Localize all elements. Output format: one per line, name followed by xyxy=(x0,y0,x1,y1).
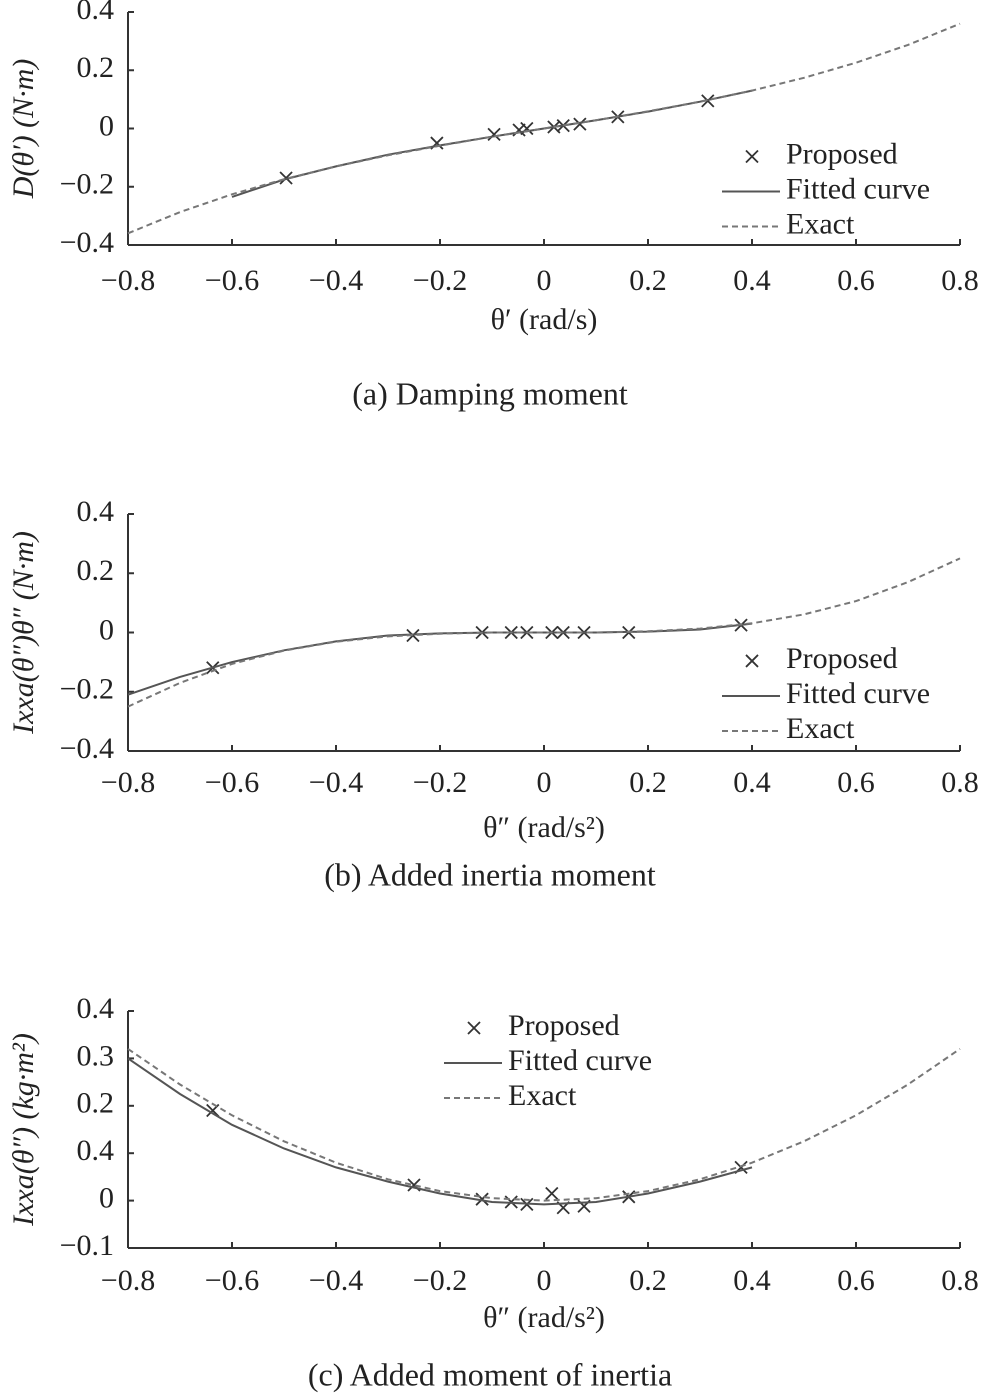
x-tick-label: 0.8 xyxy=(941,1264,979,1297)
y-tick-label: 0.2 xyxy=(77,1087,115,1120)
y-tick-label: −0.1 xyxy=(60,1229,114,1262)
x-tick-label: 0.4 xyxy=(733,1264,771,1297)
x-tick-label: −0.6 xyxy=(205,1264,259,1297)
y-axis-label: Ixxa(θ″)θ″ (N·m) xyxy=(7,531,40,735)
y-tick-label: −0.2 xyxy=(60,168,114,201)
marker xyxy=(475,1192,489,1206)
x-tick-label: −0.2 xyxy=(413,264,467,297)
caption: (c) Added moment of inertia xyxy=(308,1356,672,1392)
x-tick-label: 0 xyxy=(537,264,552,297)
legend-label: Fitted curve xyxy=(786,172,930,205)
x-tick-label: 0.6 xyxy=(837,766,875,799)
legend-label: Proposed xyxy=(786,137,898,170)
x-tick-label: 0.2 xyxy=(629,264,667,297)
y-tick-label: −0.4 xyxy=(60,732,114,765)
legend-label: Proposed xyxy=(786,642,898,675)
y-tick-label: −0.2 xyxy=(60,673,114,706)
x-tick-label: 0.8 xyxy=(941,264,979,297)
x-tick-label: −0.8 xyxy=(101,766,155,799)
x-axis-label: θ′ (rad/s) xyxy=(491,303,598,336)
y-tick-label: 0.4 xyxy=(77,0,115,26)
x-tick-label: −0.4 xyxy=(309,264,363,297)
y-tick-label: 0.3 xyxy=(77,1039,115,1072)
legend-label: Exact xyxy=(786,207,855,240)
x-tick-label: −0.2 xyxy=(413,1264,467,1297)
x-tick-label: −0.4 xyxy=(309,766,363,799)
y-tick-label: 0 xyxy=(99,109,114,142)
x-tick-label: 0.2 xyxy=(629,1264,667,1297)
legend-marker xyxy=(745,654,759,668)
y-tick-label: 0.2 xyxy=(77,51,115,84)
x-tick-label: 0 xyxy=(537,766,552,799)
x-tick-label: 0.8 xyxy=(941,766,979,799)
y-tick-label: 0.4 xyxy=(77,1134,115,1167)
x-tick-label: −0.6 xyxy=(205,264,259,297)
x-tick-label: 0.4 xyxy=(733,766,771,799)
x-tick-label: −0.8 xyxy=(101,264,155,297)
caption: (a) Damping moment xyxy=(352,375,628,411)
x-axis-label: θ″ (rad/s²) xyxy=(483,1301,605,1334)
x-tick-label: 0.4 xyxy=(733,264,771,297)
legend-label: Exact xyxy=(508,1079,577,1112)
y-tick-label: 0.4 xyxy=(77,495,115,528)
legend-marker xyxy=(467,1021,481,1035)
y-tick-label: 0 xyxy=(99,1181,114,1214)
x-tick-label: −0.4 xyxy=(309,1264,363,1297)
x-tick-label: −0.2 xyxy=(413,766,467,799)
x-tick-label: 0.2 xyxy=(629,766,667,799)
y-axis-label: Ixxa(θ″) (kg·m²) xyxy=(7,1033,40,1227)
x-tick-label: 0.6 xyxy=(837,1264,875,1297)
y-tick-label: −0.4 xyxy=(60,226,114,259)
x-tick-label: −0.6 xyxy=(205,766,259,799)
legend-label: Fitted curve xyxy=(508,1044,652,1077)
series-line xyxy=(127,1057,753,1206)
marker xyxy=(487,127,501,141)
marker xyxy=(573,117,587,131)
x-axis-label: θ″ (rad/s²) xyxy=(483,811,605,844)
y-axis-label: D(θ′) (N·m) xyxy=(7,59,40,200)
x-tick-label: −0.8 xyxy=(101,1264,155,1297)
y-tick-label: 0.2 xyxy=(77,554,115,587)
legend-label: Fitted curve xyxy=(786,677,930,710)
caption: (b) Added inertia moment xyxy=(324,856,656,892)
series-line xyxy=(127,22,961,235)
legend-marker xyxy=(745,149,759,164)
legend-label: Exact xyxy=(786,712,855,745)
x-tick-label: 0.6 xyxy=(837,264,875,297)
series-line xyxy=(127,1048,961,1202)
y-tick-label: 0.4 xyxy=(77,992,115,1025)
legend-label: Proposed xyxy=(508,1009,620,1042)
marker xyxy=(545,1186,559,1201)
y-tick-label: 0 xyxy=(99,613,114,646)
x-tick-label: 0 xyxy=(537,1264,552,1297)
